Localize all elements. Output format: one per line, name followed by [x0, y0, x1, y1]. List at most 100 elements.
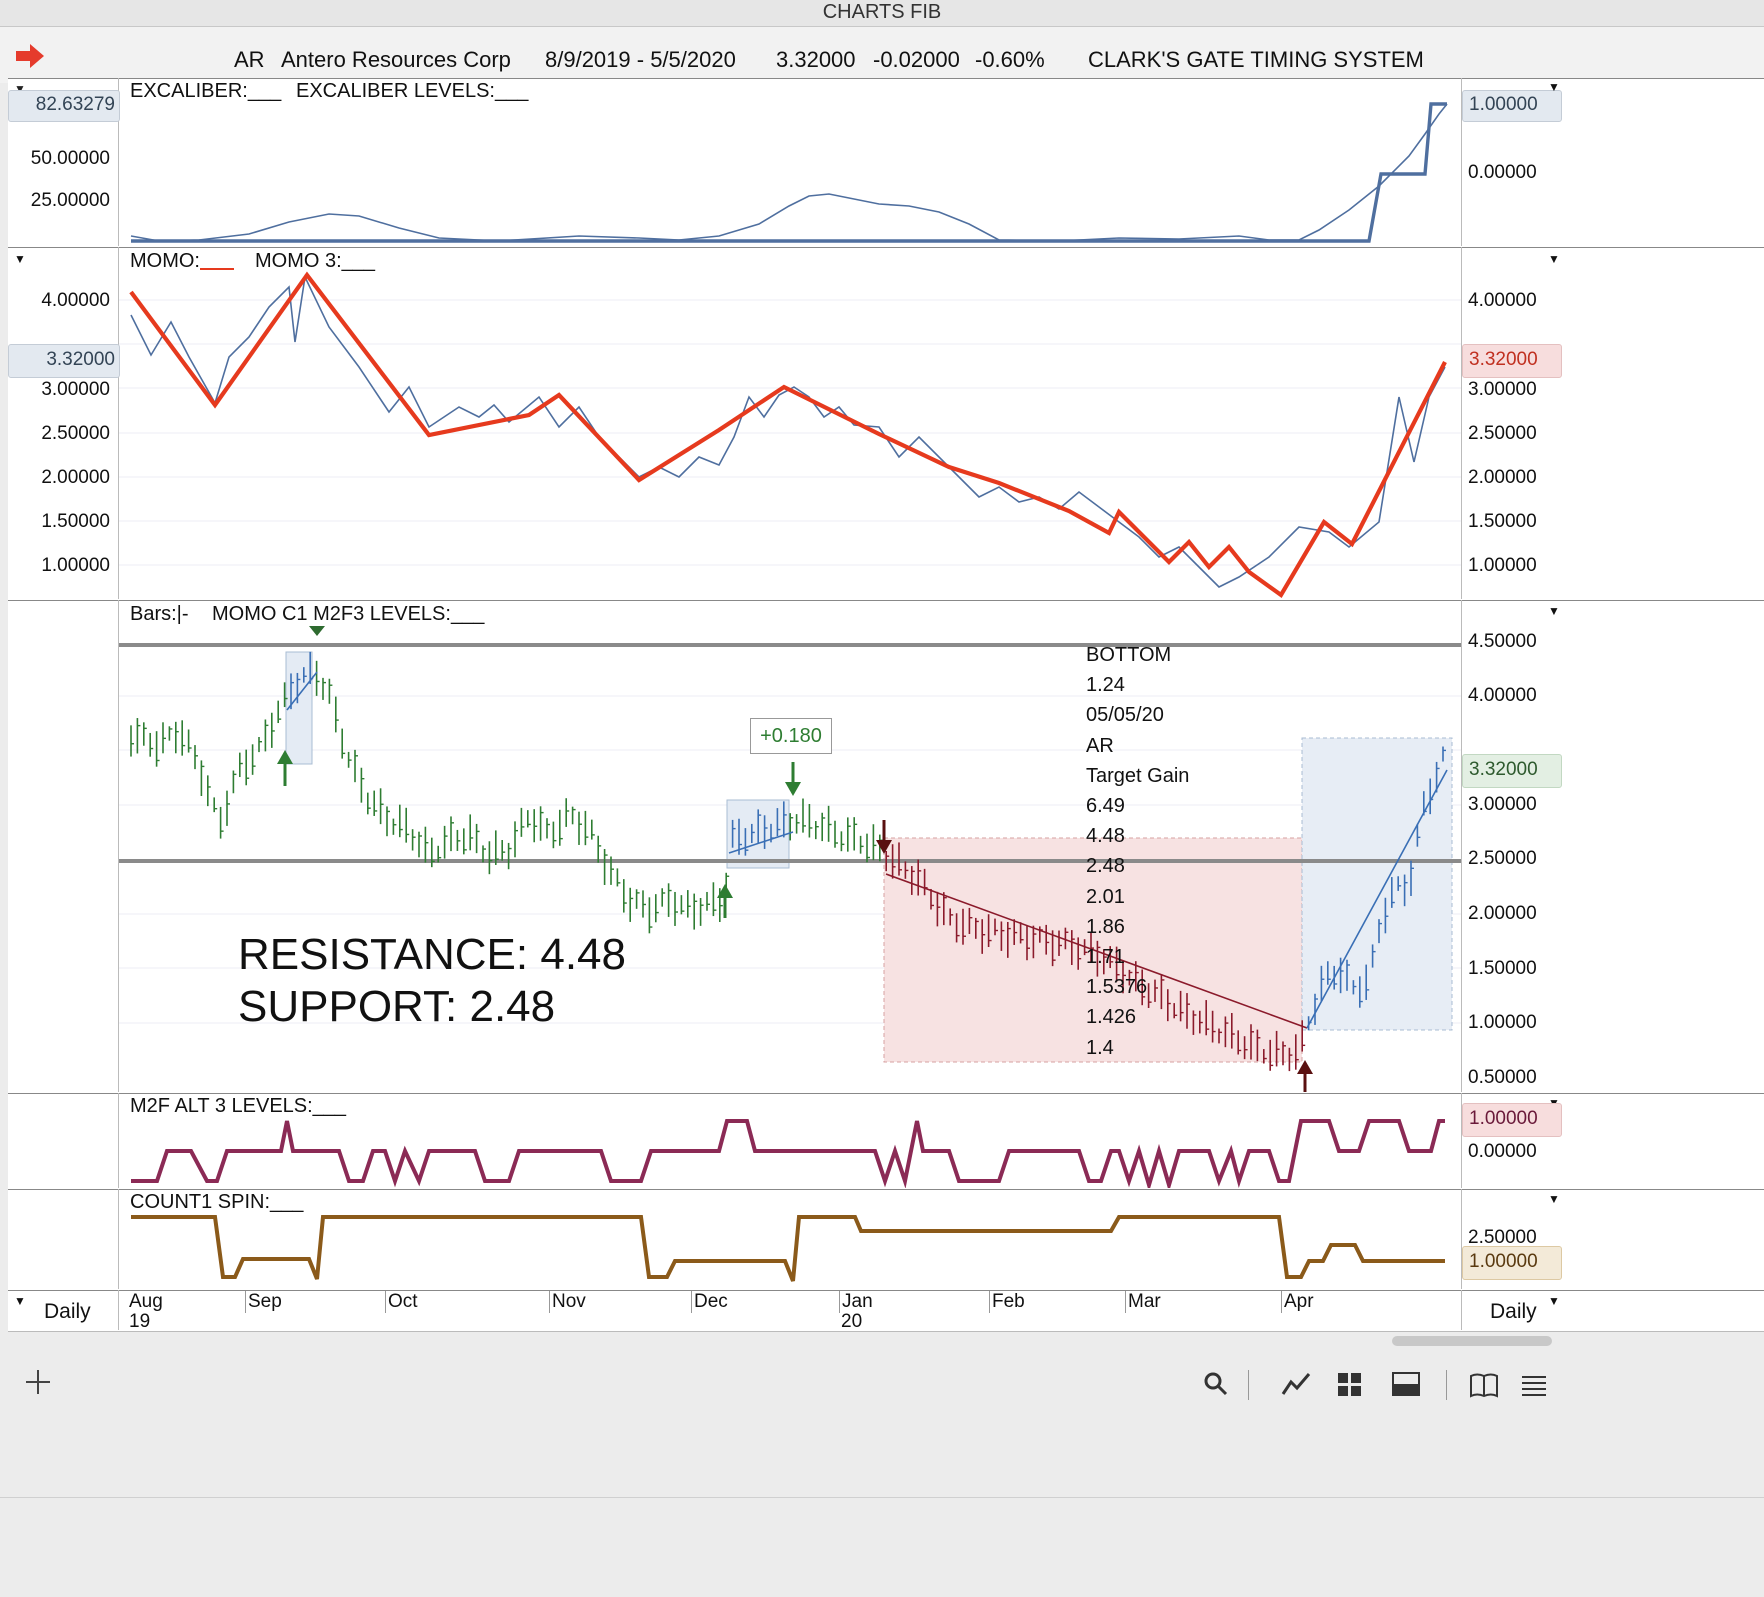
grid-icon[interactable]	[1334, 1372, 1366, 1404]
up-arrow-icon	[717, 884, 733, 918]
excaliber-left-tick: 50.00000	[30, 148, 110, 169]
chevron-down-icon[interactable]: ▼	[1548, 1294, 1560, 1308]
fib-item: Target Gain	[1086, 764, 1190, 787]
month-label: Dec	[691, 1291, 728, 1313]
momo-left-tick: 2.00000	[41, 467, 110, 488]
bars-right-tick: 1.00000	[1468, 1012, 1537, 1033]
bottom-toolbar	[0, 1497, 1764, 1597]
toolbar-divider	[1446, 1370, 1447, 1400]
excaliber-chart	[130, 102, 1448, 243]
excaliber-label: EXCALIBER:___	[130, 80, 282, 102]
bars-plot	[118, 600, 1462, 1092]
momo-right-tick: 3.00000	[1468, 379, 1537, 400]
bars-label: Bars:|-	[130, 603, 189, 625]
chevron-down-icon[interactable]: ▼	[1548, 252, 1560, 266]
chevron-down-icon[interactable]: ▼	[14, 252, 26, 266]
panel-icon[interactable]	[1390, 1372, 1422, 1404]
bars-right-highlight: 3.32000	[1462, 754, 1562, 788]
m2f-right-highlight: 1.00000	[1462, 1103, 1562, 1137]
price-change: -0.02000	[873, 47, 960, 72]
bars-right-tick: 0.50000	[1468, 1067, 1537, 1088]
dec-trend	[728, 831, 794, 854]
fib-item: 1.4	[1086, 1036, 1114, 1059]
fib-item: 2.01	[1086, 885, 1125, 908]
month-label: Sep	[245, 1291, 282, 1313]
down-arrow-icon	[785, 762, 801, 796]
momo-right-tick: 4.00000	[1468, 290, 1537, 311]
system-name: CLARK'S GATE TIMING SYSTEM	[1088, 47, 1424, 72]
search-icon[interactable]	[1200, 1370, 1232, 1402]
bars-right-tick: 1.50000	[1468, 958, 1537, 979]
momo-left-tick: 1.50000	[41, 511, 110, 532]
count-spin-label: COUNT1 SPIN:___	[130, 1191, 304, 1213]
excaliber-levels-label: EXCALIBER LEVELS:___	[296, 80, 529, 102]
chevron-down-icon[interactable]: ▼	[1548, 1192, 1560, 1206]
momo-right-tick: 1.50000	[1468, 511, 1537, 532]
up-arrow-icon	[1297, 1060, 1313, 1092]
menu-icon[interactable]	[1518, 1372, 1550, 1404]
fib-item: AR	[1086, 734, 1114, 757]
rally-trend	[1306, 769, 1448, 1029]
momo-left-highlight: 3.32000	[8, 344, 120, 378]
fib-list: BOTTOM 1.24 05/05/20 AR Target Gain 6.49…	[1086, 640, 1189, 1063]
momo-chart	[119, 271, 1461, 599]
chevron-down-icon[interactable]: ▼	[14, 1294, 26, 1308]
fib-item: 1.86	[1086, 915, 1125, 938]
period-selector-right[interactable]: Daily	[1490, 1300, 1537, 1323]
fib-item: 1.426	[1086, 1006, 1137, 1029]
momo-left-tick: 1.00000	[41, 555, 110, 576]
fib-item: 05/05/20	[1086, 704, 1164, 727]
fib-item: 2.48	[1086, 855, 1125, 878]
momo-left-tick: 4.00000	[41, 290, 110, 311]
period-selector-left[interactable]: Daily	[44, 1300, 91, 1323]
count-spin-chart	[131, 1215, 1445, 1282]
m2f-right-tick: 0.00000	[1468, 1141, 1537, 1162]
excaliber-left-tick: 25.00000	[30, 190, 110, 211]
year-label: 19	[129, 1311, 151, 1332]
x-axis-bar	[8, 1290, 1764, 1332]
momo-right-highlight: 3.32000	[1462, 344, 1562, 378]
company-name: Antero Resources Corp	[281, 47, 511, 72]
toolbar-divider	[1248, 1370, 1249, 1400]
up-arrow-icon	[277, 750, 293, 786]
bars-chart	[119, 626, 1461, 1092]
last-price: 3.32000	[776, 47, 856, 72]
bars-right-tick: 4.00000	[1468, 685, 1537, 706]
count-spin-plot	[118, 1189, 1462, 1289]
count-spin-pane[interactable]	[8, 1189, 1764, 1290]
fib-item: 1.24	[1086, 674, 1125, 697]
arrow-right-icon[interactable]	[16, 43, 46, 69]
momo-right-tick: 1.00000	[1468, 555, 1537, 576]
chevron-down-icon[interactable]: ▼	[1548, 604, 1560, 618]
m2f-label: M2F ALT 3 LEVELS:___	[130, 1095, 347, 1117]
momo-left-tick: 3.00000	[41, 379, 110, 400]
horizontal-scrollbar[interactable]	[1392, 1336, 1552, 1346]
momo-swatch	[200, 268, 234, 270]
chevron-down-icon[interactable]: ▼	[14, 82, 26, 96]
momo-right-tick: 2.50000	[1468, 423, 1537, 444]
support-text: SUPPORT: 2.48	[238, 982, 556, 1031]
bars-right-tick: 2.00000	[1468, 903, 1537, 924]
window-title: CHARTS FIB	[0, 0, 1764, 27]
momo3-label: MOMO 3:___	[255, 250, 376, 272]
plus-icon[interactable]	[22, 1368, 54, 1400]
line-chart-icon[interactable]	[1280, 1370, 1312, 1402]
m2f-chart	[131, 1119, 1445, 1193]
down-arrow-icon	[309, 626, 325, 636]
momo-plot	[118, 247, 1462, 599]
book-icon[interactable]	[1468, 1372, 1500, 1404]
fib-item: 6.49	[1086, 795, 1125, 818]
bars-right-tick: 3.00000	[1468, 794, 1537, 815]
month-label: Nov	[549, 1291, 586, 1313]
excaliber-plot	[118, 78, 1462, 246]
sep-box	[285, 651, 313, 765]
down-arrow-icon	[876, 820, 892, 854]
month-label: Feb	[989, 1291, 1025, 1313]
count-spin-right-tick: 2.50000	[1468, 1227, 1537, 1248]
symbol: AR	[234, 47, 265, 72]
chevron-down-icon[interactable]: ▼	[1548, 80, 1560, 94]
excaliber-left-highlight: 82.63279	[8, 90, 120, 122]
gain-badge: +0.180	[750, 718, 832, 754]
fib-item: 4.48	[1086, 825, 1125, 848]
fib-item: 1.71	[1086, 946, 1125, 969]
